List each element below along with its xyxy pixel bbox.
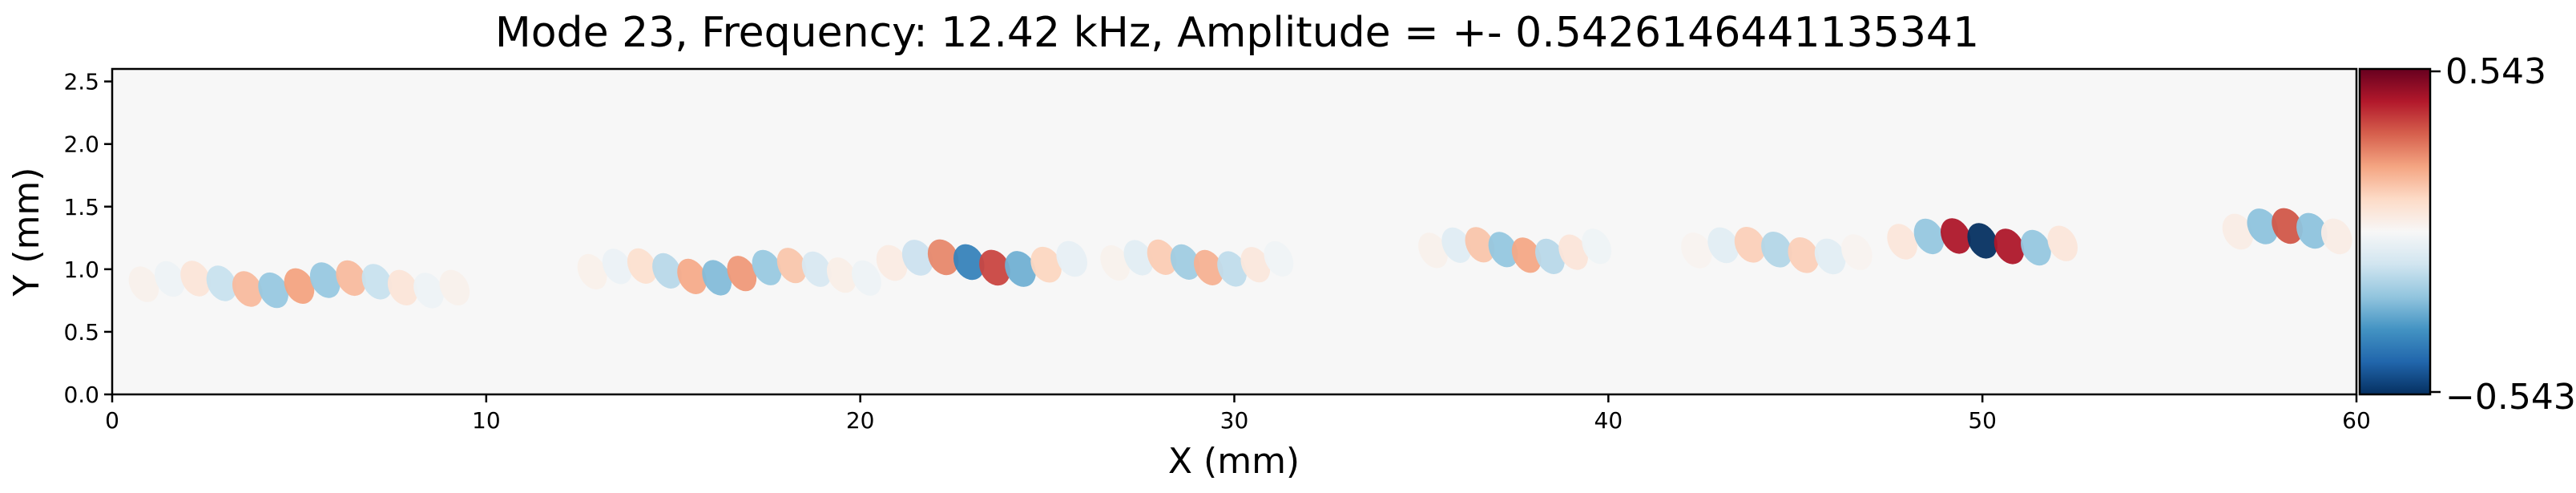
wave-lobe-5-3 xyxy=(1761,231,1792,268)
plot-background xyxy=(112,69,2356,394)
wave-lobe-1-10 xyxy=(826,257,857,293)
wave-lobe-0-1 xyxy=(154,261,185,297)
wave-lobe-3-2 xyxy=(1147,239,1177,275)
x-tick-label: 10 xyxy=(472,407,501,434)
wave-lobe-2-2 xyxy=(927,239,959,276)
wave-lobe-2-1 xyxy=(901,240,933,276)
wave-lobe-5-1 xyxy=(1707,227,1740,264)
colorbar: 0.543 −0.543 xyxy=(2358,51,2576,418)
wave-lobe-3-4 xyxy=(1194,249,1223,285)
y-tick-label: 0.0 xyxy=(63,382,99,408)
wave-lobe-6-0 xyxy=(1887,224,1917,260)
wave-lobe-1-0 xyxy=(577,253,607,290)
x-tick-label: 30 xyxy=(1220,407,1249,434)
wave-lobe-3-0 xyxy=(1100,244,1131,281)
wave-lobe-2-4 xyxy=(979,249,1010,286)
wave-lobe-1-5 xyxy=(702,260,732,296)
wave-lobe-5-0 xyxy=(1681,232,1712,269)
wave-lobe-2-5 xyxy=(1005,251,1036,287)
wave-lobe-0-0 xyxy=(128,266,159,302)
y-tick-label: 1.5 xyxy=(63,194,99,220)
wave-lobe-4-7 xyxy=(1582,228,1612,265)
wave-lobe-3-7 xyxy=(1264,240,1294,277)
wave-lobe-7-1 xyxy=(2247,208,2279,244)
x-axis: 0 10 20 30 40 50 60 xyxy=(105,394,2371,434)
x-tick-label: 60 xyxy=(2342,407,2371,434)
wave-lobe-6-4 xyxy=(1993,228,2025,265)
wave-lobe-2-3 xyxy=(953,244,985,281)
wave-lobe-0-10 xyxy=(387,269,418,305)
wave-lobe-2-6 xyxy=(1030,246,1062,283)
wave-lobe-7-3 xyxy=(2296,212,2328,249)
wave-lobe-5-2 xyxy=(1734,226,1766,263)
wave-lobe-3-1 xyxy=(1123,240,1154,276)
wave-lobe-6-3 xyxy=(1967,223,1998,259)
wave-lobe-4-4 xyxy=(1511,237,1542,273)
wave-lobe-1-11 xyxy=(852,260,881,296)
y-tick-label: 1.0 xyxy=(63,257,99,283)
wave-lobe-1-7 xyxy=(752,249,782,285)
wave-lobe-7-4 xyxy=(2320,218,2352,255)
wave-lobe-2-0 xyxy=(876,244,908,281)
wave-lobe-4-5 xyxy=(1535,238,1565,274)
wave-lobe-0-8 xyxy=(336,260,366,297)
y-axis: 0.0 0.5 1.0 1.5 2.0 2.5 xyxy=(63,69,112,408)
wave-lobe-3-3 xyxy=(1170,244,1200,280)
wave-lobe-0-12 xyxy=(439,269,470,305)
wave-lobe-3-5 xyxy=(1217,251,1247,287)
x-axis-label: X (mm) xyxy=(1168,441,1300,482)
wave-lobe-7-0 xyxy=(2222,213,2254,250)
colorbar-min-label: −0.543 xyxy=(2445,377,2576,418)
wave-lobe-0-4 xyxy=(232,271,263,307)
wave-lobe-1-2 xyxy=(627,248,657,284)
wave-lobe-1-9 xyxy=(801,251,832,287)
y-tick-label: 2.0 xyxy=(63,131,99,158)
wave-lobe-0-3 xyxy=(206,265,237,301)
wave-lobe-6-5 xyxy=(2021,229,2051,266)
wave-lobe-5-6 xyxy=(1841,234,1873,270)
x-tick-label: 40 xyxy=(1594,407,1623,434)
wave-lobe-1-3 xyxy=(652,253,682,289)
wave-lobe-0-9 xyxy=(361,264,393,300)
wave-lobe-6-6 xyxy=(2047,225,2078,261)
chart-title: Mode 23, Frequency: 12.42 kHz, Amplitude… xyxy=(495,9,1979,57)
y-tick-label: 2.5 xyxy=(63,69,99,95)
wave-lobe-0-11 xyxy=(413,273,444,309)
wave-lobe-6-2 xyxy=(1940,218,1971,254)
wave-lobe-1-6 xyxy=(727,256,757,292)
wave-lobe-5-5 xyxy=(1814,238,1846,275)
y-axis-label: Y (mm) xyxy=(6,168,47,297)
plot-area xyxy=(111,67,2358,396)
x-tick-label: 0 xyxy=(105,407,119,434)
wave-lobe-3-6 xyxy=(1240,247,1271,283)
wave-lobe-4-3 xyxy=(1488,232,1518,268)
wave-lobe-4-2 xyxy=(1465,227,1495,263)
colorbar-max-label: 0.543 xyxy=(2445,51,2546,92)
wave-lobe-0-5 xyxy=(258,272,288,309)
wave-lobe-4-0 xyxy=(1418,232,1448,269)
wave-lobe-0-6 xyxy=(284,268,315,304)
wave-lobe-1-4 xyxy=(677,258,707,294)
heatmap-layer xyxy=(128,208,2352,309)
wave-lobe-4-6 xyxy=(1558,234,1588,270)
wave-lobe-5-4 xyxy=(1788,236,1820,273)
wave-lobe-6-1 xyxy=(1913,218,1945,255)
wave-lobe-7-2 xyxy=(2272,208,2303,244)
wave-lobe-2-7 xyxy=(1056,240,1088,277)
colorbar-gradient xyxy=(2358,67,2432,396)
wave-lobe-4-1 xyxy=(1441,227,1472,263)
y-tick-label: 0.5 xyxy=(63,319,99,346)
wave-lobe-0-2 xyxy=(180,261,211,297)
wave-lobe-1-1 xyxy=(602,249,632,285)
wave-lobe-1-8 xyxy=(776,248,807,284)
wave-lobe-0-7 xyxy=(309,262,341,298)
x-tick-label: 20 xyxy=(846,407,875,434)
x-tick-label: 50 xyxy=(1968,407,1997,434)
